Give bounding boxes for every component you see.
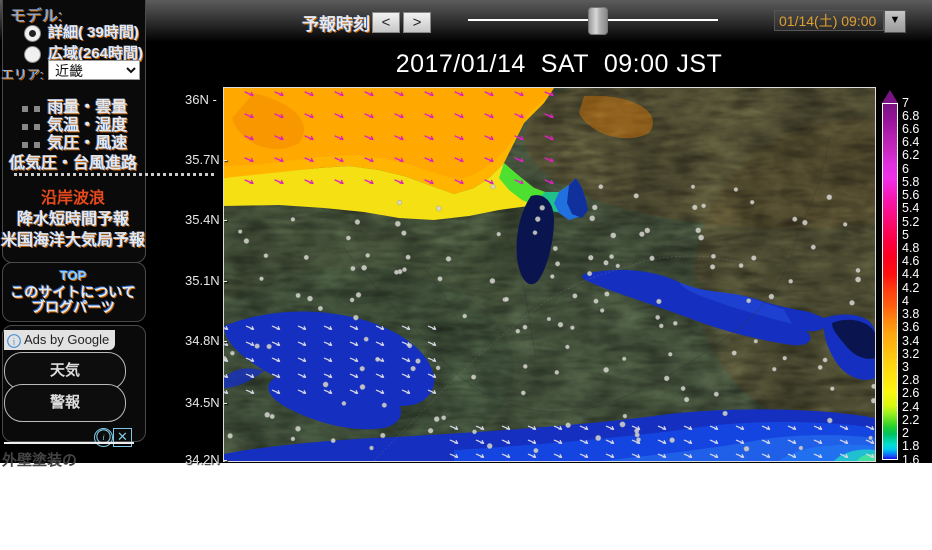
svg-text:i: i bbox=[13, 336, 16, 346]
svg-text:i: i bbox=[102, 433, 105, 442]
